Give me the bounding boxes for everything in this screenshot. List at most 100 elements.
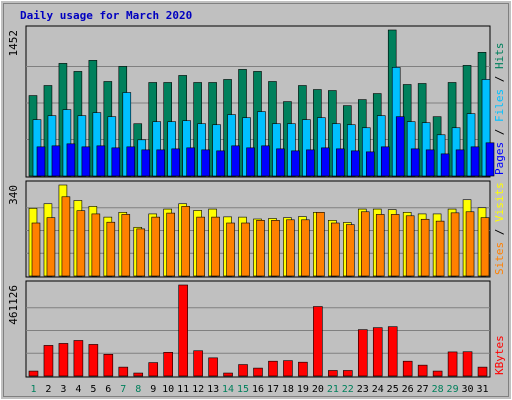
bar-pages-8 bbox=[141, 149, 151, 177]
series-kbytes bbox=[28, 284, 488, 377]
series-sites bbox=[31, 196, 490, 277]
bar-kbytes-8 bbox=[133, 372, 144, 377]
day-label-27: 27 bbox=[417, 384, 429, 395]
legend-separator: / bbox=[493, 222, 506, 242]
bar-kbytes-4 bbox=[73, 340, 84, 377]
day-label-18: 18 bbox=[282, 384, 294, 395]
y-max-label: 1452 bbox=[7, 30, 20, 57]
day-label-21: 21 bbox=[327, 384, 339, 395]
chart-title: Daily usage for March 2020 bbox=[20, 9, 192, 22]
day-label-26: 26 bbox=[402, 384, 414, 395]
chart-panels bbox=[25, 25, 495, 378]
bar-sites-13 bbox=[211, 216, 220, 277]
bar-kbytes-24 bbox=[372, 327, 383, 377]
bar-sites-9 bbox=[151, 216, 161, 277]
bar-kbytes-28 bbox=[432, 370, 443, 377]
bar-kbytes-1 bbox=[28, 370, 39, 377]
legend-visits: Visits bbox=[493, 182, 506, 222]
bar-pages-21 bbox=[336, 148, 345, 177]
bar-pages-4 bbox=[81, 146, 91, 177]
bar-kbytes-11 bbox=[178, 284, 188, 377]
bar-kbytes-30 bbox=[462, 351, 473, 377]
bar-sites-24 bbox=[375, 214, 385, 277]
bar-pages-6 bbox=[111, 147, 121, 177]
bar-pages-28 bbox=[440, 153, 450, 177]
day-label-16: 16 bbox=[252, 384, 264, 395]
bar-sites-23 bbox=[360, 211, 370, 277]
bar-kbytes-19 bbox=[298, 361, 308, 377]
bar-kbytes-18 bbox=[283, 360, 293, 377]
day-label-7: 7 bbox=[120, 384, 126, 395]
bar-pages-15 bbox=[246, 147, 255, 177]
bar-pages-13 bbox=[216, 150, 225, 177]
bar-kbytes-5 bbox=[88, 344, 99, 377]
day-label-10: 10 bbox=[162, 384, 174, 395]
day-label-14: 14 bbox=[222, 384, 234, 395]
y-max-label: 340 bbox=[7, 185, 20, 205]
day-label-25: 25 bbox=[387, 384, 399, 395]
bar-sites-2 bbox=[46, 217, 56, 277]
day-label-31: 31 bbox=[476, 384, 488, 395]
y-max-label: 461126 bbox=[7, 285, 20, 325]
bar-sites-10 bbox=[166, 212, 175, 277]
bar-pages-20 bbox=[321, 147, 330, 177]
bar-kbytes-26 bbox=[402, 360, 413, 377]
bar-kbytes-22 bbox=[343, 370, 353, 377]
bar-kbytes-10 bbox=[163, 352, 173, 377]
day-label-11: 11 bbox=[177, 384, 189, 395]
day-label-24: 24 bbox=[372, 384, 384, 395]
bar-pages-14 bbox=[231, 145, 240, 177]
day-label-13: 13 bbox=[207, 384, 219, 395]
day-label-20: 20 bbox=[312, 384, 324, 395]
legend-sites: Sites bbox=[493, 242, 506, 275]
bar-sites-4 bbox=[76, 210, 86, 277]
bar-pages-2 bbox=[51, 145, 61, 177]
bar-sites-16 bbox=[256, 220, 265, 277]
bar-pages-16 bbox=[261, 145, 270, 177]
bar-kbytes-20 bbox=[313, 306, 323, 377]
bar-kbytes-6 bbox=[103, 353, 114, 377]
bar-kbytes-3 bbox=[58, 343, 69, 377]
day-label-6: 6 bbox=[105, 384, 111, 395]
bar-sites-22 bbox=[346, 224, 355, 277]
bar-sites-3 bbox=[61, 196, 71, 277]
panel-kbytes bbox=[25, 280, 491, 378]
bar-pages-31 bbox=[485, 142, 495, 177]
bar-sites-11 bbox=[181, 206, 190, 277]
bar-pages-7 bbox=[126, 146, 136, 177]
bar-sites-6 bbox=[106, 221, 116, 277]
day-label-23: 23 bbox=[357, 384, 369, 395]
bar-sites-1 bbox=[31, 222, 41, 277]
day-label-9: 9 bbox=[150, 384, 156, 395]
inner-border bbox=[3, 3, 509, 397]
day-label-4: 4 bbox=[75, 384, 81, 395]
panel-visits-sites bbox=[25, 180, 491, 278]
bar-sites-15 bbox=[241, 222, 250, 277]
bar-kbytes-25 bbox=[387, 326, 398, 377]
bar-sites-30 bbox=[465, 211, 475, 277]
bar-pages-26 bbox=[410, 148, 420, 177]
bar-pages-12 bbox=[201, 149, 210, 177]
bar-pages-5 bbox=[96, 145, 106, 177]
bar-pages-30 bbox=[470, 146, 480, 177]
bar-sites-12 bbox=[196, 216, 205, 277]
bar-pages-24 bbox=[380, 146, 390, 177]
bar-kbytes-13 bbox=[208, 357, 218, 377]
bar-sites-7 bbox=[121, 214, 131, 277]
day-label-15: 15 bbox=[237, 384, 249, 395]
day-label-1: 1 bbox=[30, 384, 36, 395]
bar-pages-9 bbox=[156, 149, 166, 177]
bar-kbytes-2 bbox=[43, 345, 54, 377]
bar-pages-18 bbox=[291, 150, 300, 177]
side-legend-visits-sites: Sites / Visits bbox=[493, 182, 506, 275]
bar-kbytes-12 bbox=[193, 350, 203, 377]
side-legends: Pages / Files / Hits Sites / Visits KBytes bbox=[493, 43, 506, 376]
bar-sites-14 bbox=[226, 222, 235, 277]
bar-pages-27 bbox=[425, 149, 435, 177]
day-label-17: 17 bbox=[267, 384, 279, 395]
series-pages bbox=[36, 116, 495, 177]
legend-kbytes: KBytes bbox=[493, 335, 506, 375]
side-legend-hits-files-pages: Pages / Files / Hits bbox=[493, 43, 506, 176]
day-label-5: 5 bbox=[90, 384, 96, 395]
